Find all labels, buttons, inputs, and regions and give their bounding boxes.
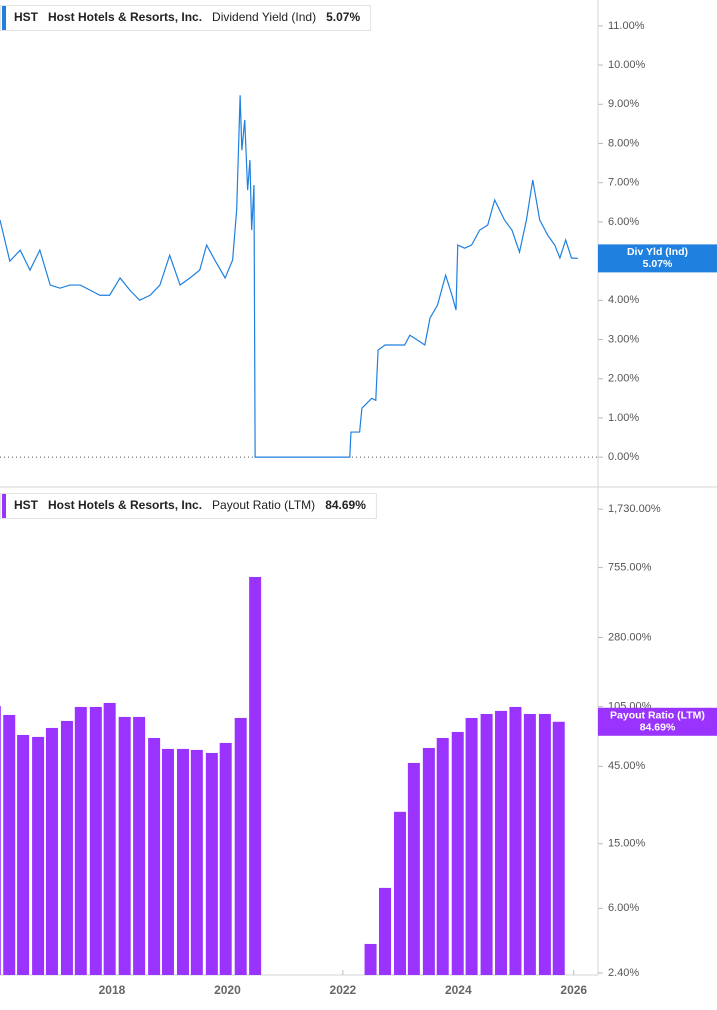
bar [538,713,551,975]
line-series [0,95,578,458]
badge-label: Div Yld (Ind) [627,246,688,258]
header-box [0,493,377,519]
header-text: Host Hotels & Resorts, Inc. [48,10,202,24]
bar [422,747,435,975]
header-text: Dividend Yield (Ind) [212,10,316,24]
bar [45,727,58,975]
bar [465,717,478,975]
y-tick-label: 45.00% [608,760,646,772]
x-tick-label: 2022 [330,983,357,997]
y-tick-label: 1,730.00% [608,503,661,515]
bar [249,576,262,975]
bar [523,713,536,975]
bar [133,716,146,975]
y-tick-label: 3.00% [608,333,639,345]
header-accent [2,494,6,518]
bar [495,710,508,975]
y-tick-label: 0.00% [608,451,639,463]
bar [0,705,1,975]
y-tick-label: 15.00% [608,838,646,850]
bar [234,717,247,975]
bar [552,721,565,975]
header: HST Host Hotels & Resorts, Inc. Payout Rat… [0,493,377,519]
header-text: HST [14,10,39,24]
header-text: 5.07% [326,10,360,24]
y-tick-label: 755.00% [608,562,652,574]
badge-value: 5.07% [643,258,673,270]
bar [190,749,203,975]
y-tick-label: 2.40% [608,967,639,979]
bar [32,736,45,975]
header-box [0,5,372,31]
bar [379,887,392,975]
x-tick-label: 2020 [214,983,241,997]
bar [451,731,464,975]
header-text: 84.69% [325,498,366,512]
y-tick-label: 10.00% [608,59,646,71]
plot-area [0,576,565,975]
y-tick-label: 6.00% [608,902,639,914]
bar [364,943,377,975]
y-tick-label: 2.00% [608,373,639,385]
header-text: HST [14,498,39,512]
badge-label: Payout Ratio (LTM) [610,710,705,722]
bar [436,737,449,975]
bar [89,706,102,975]
value-badge [598,707,717,736]
bar [219,742,232,975]
plot-area [0,95,578,458]
y-tick-label: 1.00% [608,412,639,424]
bar [3,714,16,975]
bar [176,748,189,975]
bar [60,720,73,975]
y-tick-label: 6.00% [608,216,639,228]
bar [103,702,116,975]
value-badge [598,244,717,273]
bar [17,735,30,975]
bar [480,713,493,975]
x-tick-label: 2018 [99,983,126,997]
bar [118,716,131,975]
header: HST Host Hotels & Resorts, Inc. Dividend Y… [0,5,372,31]
y-tick-label: 7.00% [608,177,639,189]
y-tick-label: 11.00% [608,20,645,32]
bar [161,748,174,975]
header-accent [2,6,6,30]
badge-value: 84.69% [640,722,676,734]
bar [74,706,87,975]
header-text: Payout Ratio (LTM) [212,498,315,512]
bar [205,752,218,975]
y-tick-label: 4.00% [608,294,639,306]
x-tick-label: 2026 [560,983,587,997]
bar [394,811,407,975]
bar [407,762,420,975]
x-tick-label: 2024 [445,983,472,997]
y-tick-label: 8.00% [608,137,639,149]
header-text: Host Hotels & Resorts, Inc. [48,498,202,512]
bar [148,737,161,975]
bar [509,706,522,975]
y-tick-label: 280.00% [608,631,652,643]
y-tick-label: 9.00% [608,98,639,110]
